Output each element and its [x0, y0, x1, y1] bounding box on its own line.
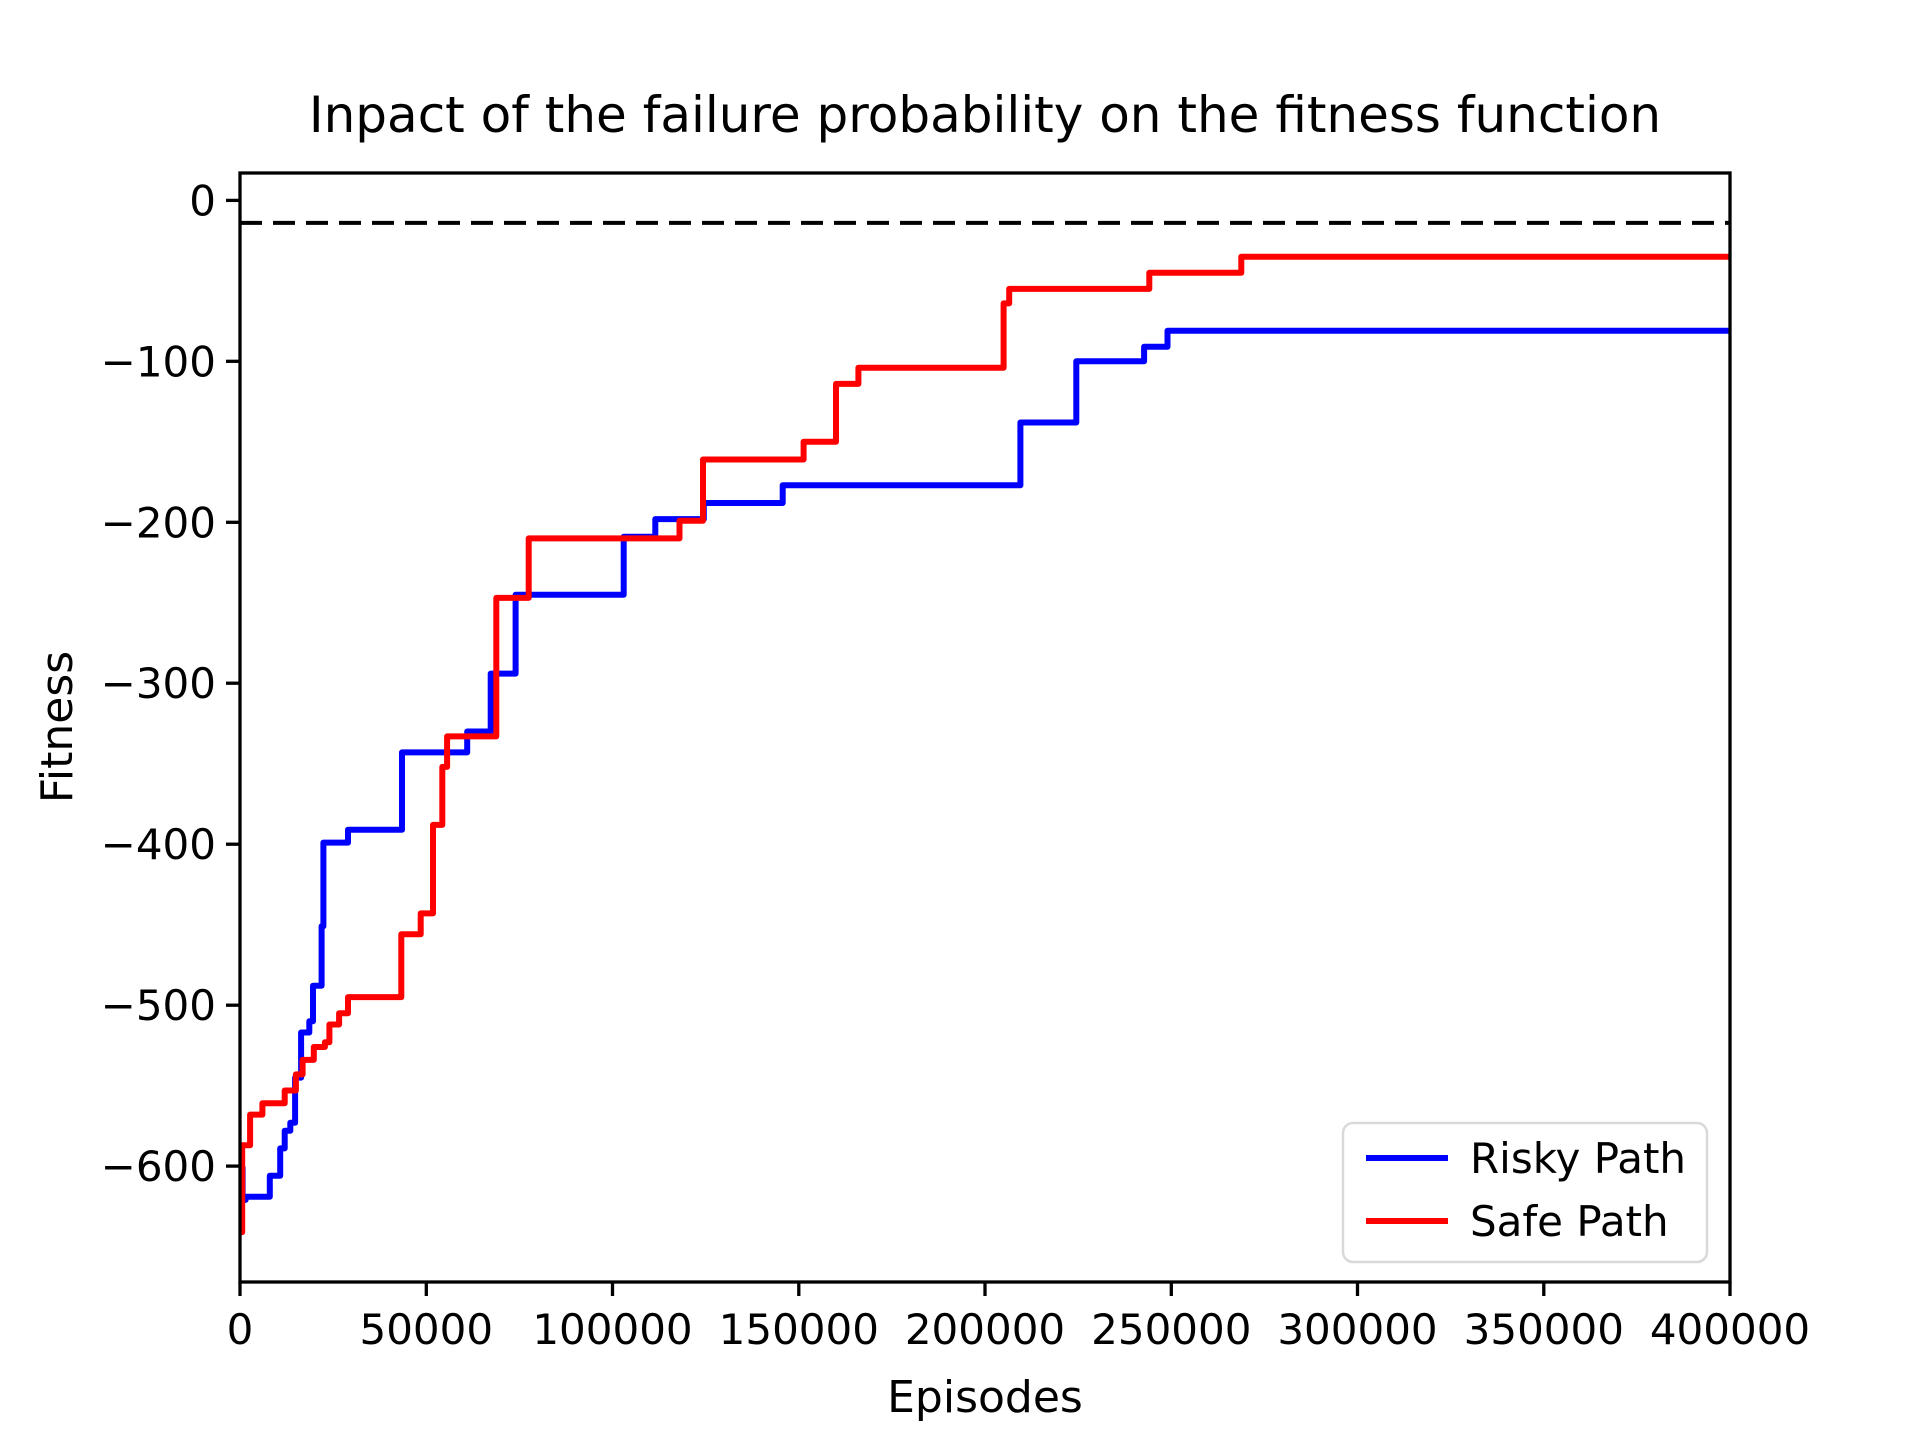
y-tick-label: 0	[189, 176, 216, 225]
x-tick-label: 100000	[532, 1305, 692, 1354]
x-axis-label: Episodes	[887, 1372, 1083, 1423]
x-tick-label: 400000	[1650, 1305, 1810, 1354]
legend: Risky Path Safe Path	[1341, 1121, 1709, 1264]
y-tick-label: −500	[101, 981, 216, 1030]
series-layer	[239, 220, 1730, 1236]
legend-entry-label: Safe Path	[1470, 1197, 1669, 1246]
legend-entry-label: Risky Path	[1470, 1134, 1686, 1183]
ticks-layer: 0 50000 100000 150000 200000 250000 300000 3500…	[101, 176, 1811, 1354]
chart-title: Inpact of the failure probability on the…	[309, 86, 1661, 144]
x-tick-label: 150000	[719, 1305, 879, 1354]
x-tick-label: 300000	[1277, 1305, 1437, 1354]
x-tick-label: 200000	[905, 1305, 1065, 1354]
x-tick-label: 50000	[359, 1305, 493, 1354]
y-tick-label: −600	[101, 1142, 216, 1191]
x-tick-label: 250000	[1091, 1305, 1251, 1354]
plot-box	[238, 171, 1732, 1284]
y-axis-label: Fitness	[32, 651, 83, 803]
x-tick-label: 0	[227, 1305, 254, 1354]
y-tick-label: −300	[101, 659, 216, 708]
x-tick-label: 350000	[1464, 1305, 1624, 1354]
y-tick-label: −100	[101, 337, 216, 386]
y-tick-label: −200	[101, 498, 216, 547]
y-tick-label: −400	[101, 820, 216, 869]
safe-path-line	[239, 253, 1730, 1236]
risky-path-line	[239, 327, 1730, 1203]
